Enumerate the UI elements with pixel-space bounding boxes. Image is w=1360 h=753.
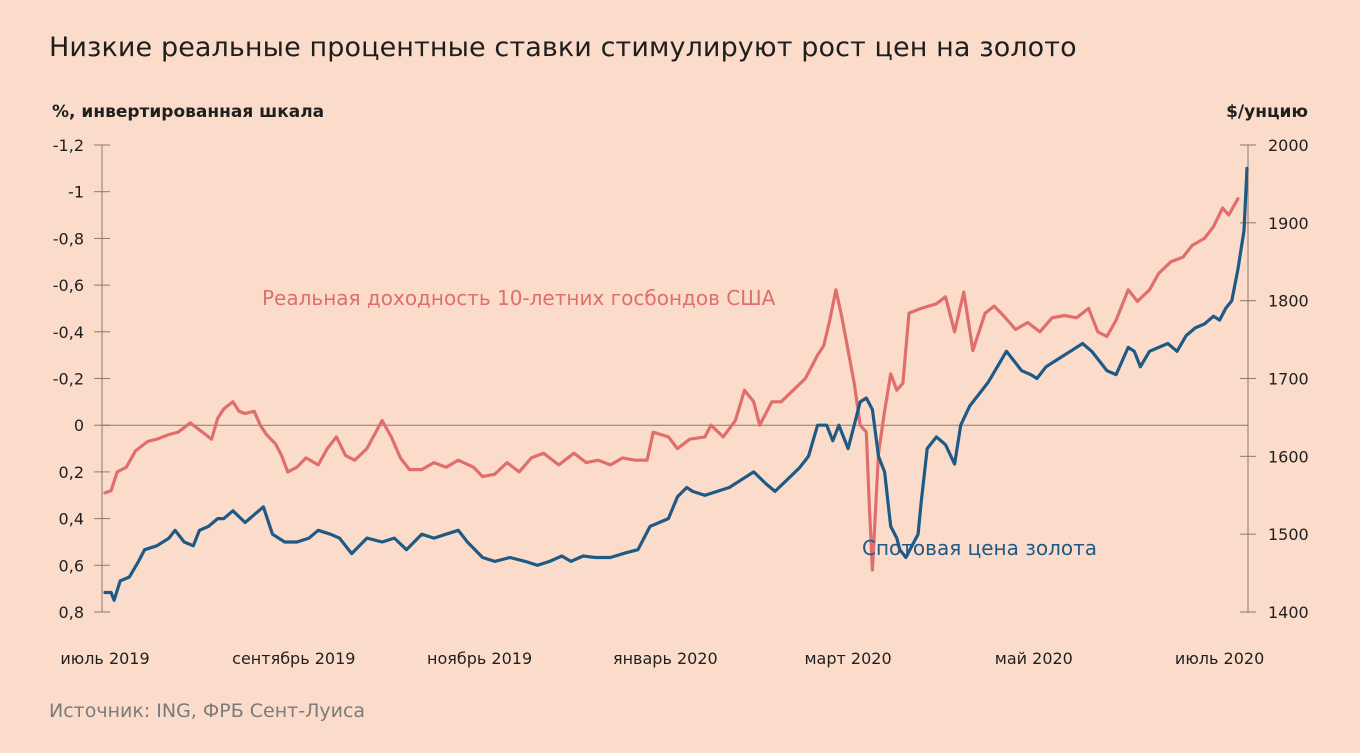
series-lines — [103, 166, 1249, 602]
right-tick-label: 1700 — [1268, 370, 1309, 389]
right-tick-label: 1600 — [1268, 447, 1309, 466]
x-tick-label: ноябрь 2019 — [427, 649, 532, 668]
left-tick-label: -0,8 — [53, 229, 84, 248]
x-tick-label: июль 2020 — [1175, 649, 1264, 668]
left-tick-label: 0,6 — [59, 556, 84, 575]
right-axis: 1400 1500 1600 1700 1800 1900 2000 $/унцию — [1226, 102, 1309, 622]
left-tick-label: 0,4 — [59, 510, 84, 529]
left-axis: -1,2 -1 -0,8 -0,6 -0,4 -0,2 0 0,2 0,4 0,6 0,8 %, ин… — [52, 102, 324, 622]
right-tick-label: 1800 — [1268, 292, 1309, 311]
source-note: Источник: ING, ФРБ Сент-Луиса — [49, 700, 366, 722]
x-tick-label: январь 2020 — [613, 649, 718, 668]
left-axis-title: %, инвертированная шкала — [52, 102, 324, 122]
series-labels: Реальная доходность 10-летних госбондов … — [262, 286, 1097, 560]
left-tick-label: -0,6 — [53, 276, 84, 295]
x-axis: июль 2019 сентябрь 2019 ноябрь 2019 январь … — [60, 649, 1264, 668]
real-yield-label: Реальная доходность 10-летних госбондов … — [262, 286, 776, 310]
real-yield-line — [103, 197, 1240, 572]
x-tick-label: март 2020 — [804, 649, 891, 668]
x-tick-label: июль 2019 — [60, 649, 149, 668]
gold-price-label: Спотовая цена золота — [862, 536, 1097, 560]
x-tick-label: сентябрь 2019 — [232, 649, 355, 668]
left-tick-label: -0,4 — [53, 323, 84, 342]
left-tick-label: 0 — [74, 416, 84, 435]
right-tick-label: 1500 — [1268, 525, 1309, 544]
gold-price-line — [103, 166, 1249, 602]
left-tick-label: -0,2 — [53, 370, 84, 389]
right-tick-label: 1900 — [1268, 214, 1309, 233]
right-tick-label: 2000 — [1268, 136, 1309, 155]
left-tick-label: 0,2 — [59, 463, 84, 482]
left-tick-label: -1,2 — [53, 136, 84, 155]
left-tick-label: 0,8 — [59, 603, 84, 622]
left-tick-label: -1 — [68, 183, 84, 202]
x-tick-label: май 2020 — [995, 649, 1073, 668]
right-tick-label: 1400 — [1268, 603, 1309, 622]
right-axis-title: $/унцию — [1226, 102, 1308, 122]
chart-title: Низкие реальные процентные ставки стимул… — [49, 32, 1077, 63]
